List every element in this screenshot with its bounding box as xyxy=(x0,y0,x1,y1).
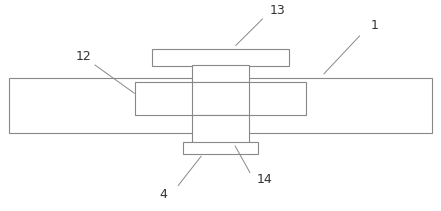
Bar xyxy=(9,78,432,133)
Text: 12: 12 xyxy=(76,50,92,64)
Bar xyxy=(152,49,289,66)
Text: 14: 14 xyxy=(257,173,273,186)
Text: 13: 13 xyxy=(270,4,286,17)
Bar xyxy=(192,65,249,84)
Bar xyxy=(192,82,249,115)
Text: 1: 1 xyxy=(371,19,379,32)
Bar xyxy=(135,82,306,115)
Bar xyxy=(183,142,258,154)
Text: 4: 4 xyxy=(159,188,167,201)
Bar xyxy=(192,115,249,143)
